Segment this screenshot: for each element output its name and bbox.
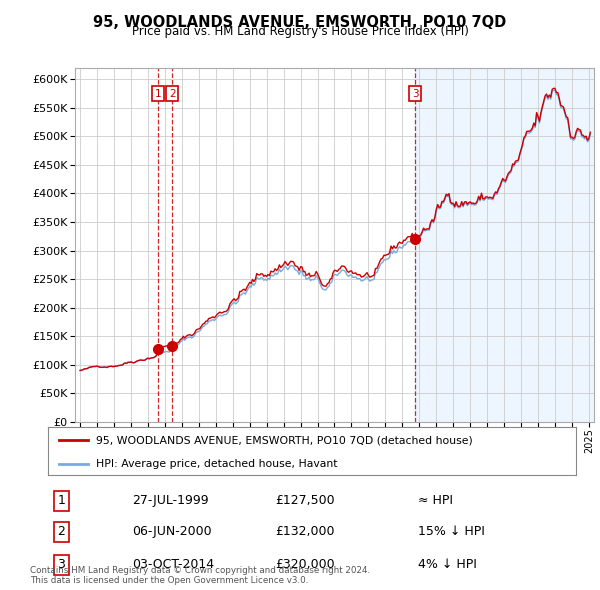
Text: 2: 2 bbox=[57, 525, 65, 538]
Text: 95, WOODLANDS AVENUE, EMSWORTH, PO10 7QD: 95, WOODLANDS AVENUE, EMSWORTH, PO10 7QD bbox=[94, 15, 506, 30]
Text: ≈ HPI: ≈ HPI bbox=[418, 494, 452, 507]
Text: 95, WOODLANDS AVENUE, EMSWORTH, PO10 7QD (detached house): 95, WOODLANDS AVENUE, EMSWORTH, PO10 7QD… bbox=[95, 435, 472, 445]
Text: 3: 3 bbox=[57, 558, 65, 571]
Text: 06-JUN-2000: 06-JUN-2000 bbox=[133, 525, 212, 538]
Text: £132,000: £132,000 bbox=[275, 525, 335, 538]
Text: HPI: Average price, detached house, Havant: HPI: Average price, detached house, Hava… bbox=[95, 459, 337, 469]
Text: 03-OCT-2014: 03-OCT-2014 bbox=[133, 558, 215, 571]
Text: 2: 2 bbox=[169, 88, 176, 99]
Text: 1: 1 bbox=[57, 494, 65, 507]
Text: £320,000: £320,000 bbox=[275, 558, 335, 571]
Text: Price paid vs. HM Land Registry's House Price Index (HPI): Price paid vs. HM Land Registry's House … bbox=[131, 25, 469, 38]
Text: 1: 1 bbox=[154, 88, 161, 99]
Text: 27-JUL-1999: 27-JUL-1999 bbox=[133, 494, 209, 507]
Text: 4% ↓ HPI: 4% ↓ HPI bbox=[418, 558, 476, 571]
Text: 3: 3 bbox=[412, 88, 418, 99]
Text: £127,500: £127,500 bbox=[275, 494, 335, 507]
Text: Contains HM Land Registry data © Crown copyright and database right 2024.
This d: Contains HM Land Registry data © Crown c… bbox=[30, 566, 370, 585]
Text: 15% ↓ HPI: 15% ↓ HPI bbox=[418, 525, 484, 538]
Bar bbox=[415, 68, 600, 422]
